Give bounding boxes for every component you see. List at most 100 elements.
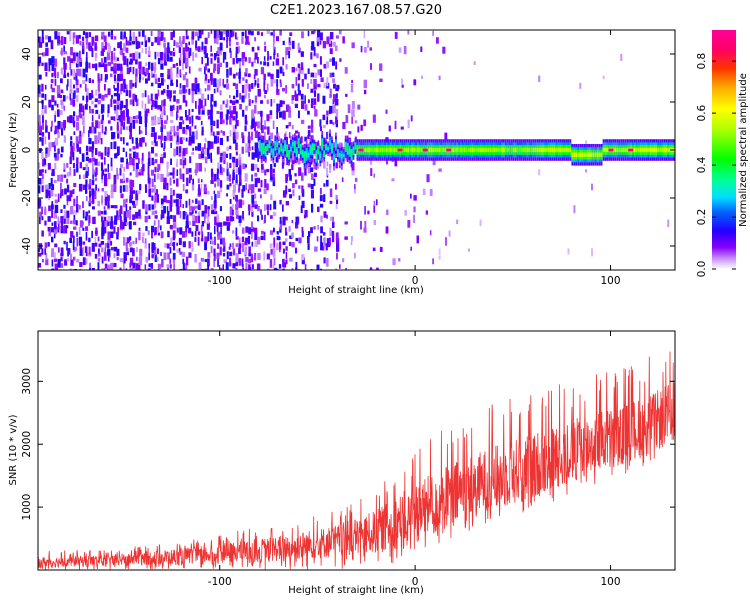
noise-cell [300,119,305,124]
noise-cell [97,73,100,82]
noise-cell [107,248,111,256]
noise-cell [210,246,213,254]
noise-cell [336,243,340,252]
noise-cell [219,137,223,145]
noise-cell [269,204,272,211]
noise-cell [254,164,258,170]
noise-cell [206,57,209,66]
noise-cell [229,95,231,99]
noise-cell [60,95,63,99]
noise-cell [39,169,43,176]
noise-cell [125,242,128,252]
noise-cell [295,237,299,242]
noise-cell [325,243,328,251]
band-cell [499,147,501,153]
noise-cell [316,236,319,242]
noise-cell [322,95,326,104]
noise-cell [194,77,198,84]
noise-cell [232,178,234,184]
noise-cell [219,90,222,96]
noise-cell [50,177,53,187]
noise-cell [167,95,171,99]
noise-cell [232,204,234,209]
noise-cell [88,246,91,255]
noise-cell [216,119,219,129]
noise-cell [261,164,264,170]
noise-cell [176,67,179,74]
noise-cell [216,226,219,232]
noise-cell [304,104,308,111]
band-cell [321,141,324,148]
noise-cell [276,53,279,58]
noise-cell [156,256,159,262]
x-tick-label: 100 [600,275,620,287]
noise-cell [57,148,60,154]
noise-cell [232,125,236,133]
noise-cell [257,135,260,142]
noise-cell [228,222,231,226]
noise-cell [144,35,147,41]
noise-cell [51,259,54,267]
noise-cell [264,94,266,99]
noise-cell [295,261,298,269]
noise-cell [257,111,261,115]
band-cell [477,147,480,153]
noise-cell [394,157,398,167]
noise-cell [204,98,207,107]
noise-cell [161,258,164,268]
noise-cell [248,131,251,140]
noise-cell [239,220,241,227]
band-cell [376,147,378,153]
noise-cell [123,199,127,208]
noise-cell [169,105,173,111]
noise-cell [432,158,436,166]
noise-cell [66,178,69,184]
band-cell [471,147,474,153]
noise-cell [63,174,67,178]
noise-cell [323,137,326,145]
noise-cell [151,73,155,78]
noise-cell [113,93,118,97]
noise-cell [151,105,153,111]
noise-cell [229,174,231,182]
noise-cell [122,222,125,230]
noise-cell [54,58,58,67]
noise-cell [292,189,295,197]
noise-cell [257,206,260,212]
noise-cell [147,230,150,235]
noise-cell [73,84,75,89]
noise-cell [182,120,185,125]
noise-cell [182,35,185,44]
noise-cell [95,148,98,155]
noise-cell [213,120,216,126]
noise-cell [226,99,229,108]
noise-cell [273,99,276,104]
noise-cell [98,93,102,99]
noise-cell [195,146,198,151]
noise-cell [100,62,105,67]
noise-cell [226,109,230,115]
noise-cell [413,206,416,213]
noise-cell [173,47,175,52]
noise-cell [123,211,127,218]
noise-cell [94,104,98,108]
noise-cell [92,162,94,172]
noise-cell [179,105,182,110]
band-cell [260,146,263,152]
noise-cell [319,119,322,127]
noise-cell [298,67,302,74]
noise-cell [78,227,81,236]
noise-cell [139,130,143,134]
noise-cell [369,47,372,51]
band-cell [440,147,443,153]
noise-cell [123,110,126,119]
noise-cell [242,243,245,253]
noise-cell [38,263,42,268]
noise-cell [160,137,162,145]
noise-cell [110,126,113,131]
noise-cell [301,78,304,87]
noise-cell [313,226,316,230]
noise-cell [298,158,301,165]
noise-cell [241,227,245,234]
noise-cell [116,104,120,110]
